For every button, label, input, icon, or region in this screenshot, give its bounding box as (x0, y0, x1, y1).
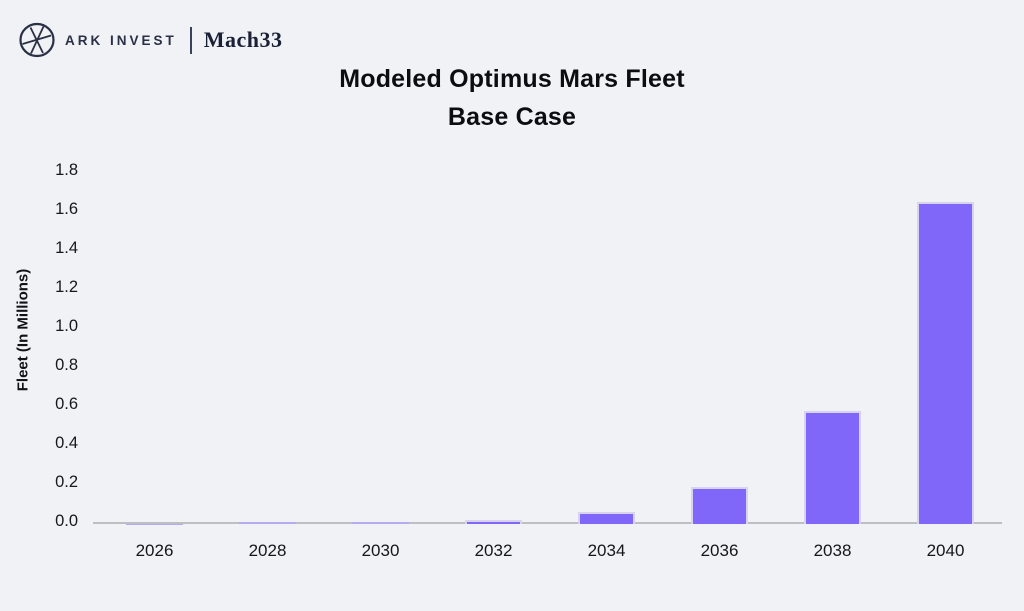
x-tick-label-2026: 2026 (135, 541, 174, 560)
bar-2026 (126, 523, 183, 524)
bar-2032 (465, 519, 522, 524)
y-tick-label: 1.8 (55, 161, 78, 179)
x-tick-label-2038: 2038 (813, 541, 852, 560)
x-tick-label-2032: 2032 (474, 541, 513, 560)
brand-mach33: Mach33 (203, 27, 283, 52)
chart-title-line2: Base Case (447, 103, 577, 131)
brand-ark-invest: ARK INVEST (65, 32, 177, 48)
x-tick-label-2036: 2036 (700, 541, 739, 560)
y-tick-label: 0.0 (55, 512, 78, 530)
bar-2028 (239, 522, 296, 524)
chart-title-line1: Modeled Optimus Mars Fleet (339, 65, 685, 93)
bar-2038 (804, 410, 861, 524)
y-tick-label: 0.6 (55, 395, 78, 413)
brand-header: ARK INVEST Mach33 (18, 22, 283, 58)
y-tick-label: 1.6 (55, 200, 78, 218)
bar-2030 (352, 521, 409, 524)
y-tick-label: 0.4 (55, 434, 78, 452)
x-tick-label-2028: 2028 (248, 541, 287, 560)
chart-title: Modeled Optimus Mars Fleet Base Case (0, 60, 1024, 136)
ark-globe-icon (19, 22, 55, 58)
y-tick-label: 1.2 (55, 278, 78, 296)
bar-2036 (691, 486, 748, 524)
brand-divider (189, 26, 192, 54)
y-tick-label: 0.8 (55, 356, 78, 374)
y-tick-label: 1.0 (55, 317, 78, 335)
y-tick-label: 1.4 (55, 239, 78, 257)
x-tick-label-2034: 2034 (587, 541, 626, 560)
x-axis-line (93, 522, 1002, 524)
y-tick-label: 0.2 (55, 473, 78, 491)
x-tick-label-2030: 2030 (361, 541, 400, 560)
bar-2034 (578, 512, 635, 524)
x-tick-label-2040: 2040 (926, 541, 965, 560)
bar-2040 (917, 202, 974, 524)
